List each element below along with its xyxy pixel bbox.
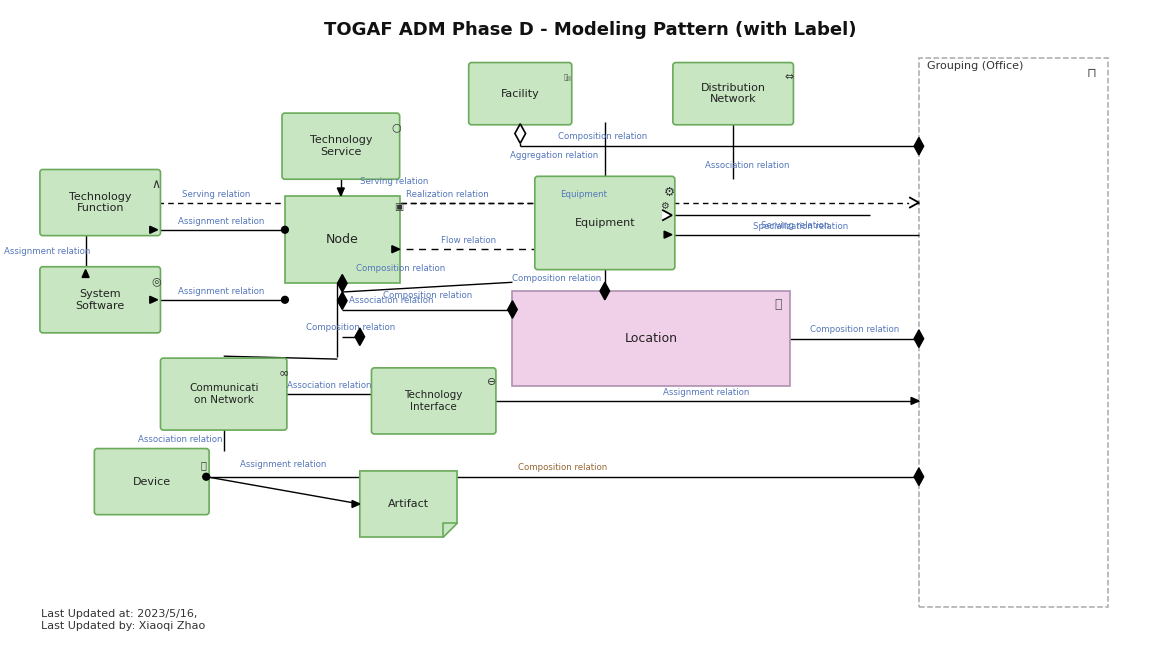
Bar	[285, 196, 400, 283]
Text: Assignment relation: Assignment relation	[240, 460, 326, 468]
Polygon shape	[914, 138, 924, 155]
Text: 📍: 📍	[774, 298, 782, 311]
Polygon shape	[662, 210, 672, 221]
Text: Assignment relation: Assignment relation	[663, 388, 750, 397]
Text: Artifact: Artifact	[388, 499, 429, 509]
Polygon shape	[508, 301, 517, 318]
Text: Association relation: Association relation	[349, 296, 433, 305]
Text: Specialization relation: Specialization relation	[753, 222, 848, 231]
Text: System
Software: System Software	[75, 289, 125, 310]
Polygon shape	[599, 282, 610, 300]
Polygon shape	[150, 296, 157, 303]
FancyBboxPatch shape	[282, 113, 400, 179]
Text: Composition relation: Composition relation	[512, 274, 601, 284]
Text: Facility: Facility	[501, 88, 539, 99]
Polygon shape	[664, 231, 672, 238]
Text: Composition relation: Composition relation	[356, 264, 446, 273]
Text: ∞: ∞	[278, 366, 289, 379]
Circle shape	[282, 227, 289, 233]
Text: Location: Location	[625, 332, 678, 345]
Text: Composition relation: Composition relation	[517, 464, 608, 472]
Polygon shape	[360, 471, 457, 537]
Text: Aggregation relation: Aggregation relation	[511, 151, 598, 160]
Text: Serving relation: Serving relation	[360, 177, 429, 185]
Polygon shape	[337, 274, 348, 292]
Text: Distribution
Network: Distribution Network	[701, 83, 766, 104]
Text: ⚙: ⚙	[664, 186, 676, 199]
Text: ⇔: ⇔	[784, 72, 795, 82]
Text: ⊖: ⊖	[487, 377, 497, 388]
Text: Serving relation: Serving relation	[181, 191, 251, 199]
Text: Equipment: Equipment	[574, 218, 635, 228]
Text: ∧: ∧	[151, 178, 161, 191]
FancyBboxPatch shape	[535, 176, 675, 270]
Text: Grouping (Office): Grouping (Office)	[926, 61, 1023, 71]
Polygon shape	[337, 188, 344, 196]
FancyBboxPatch shape	[161, 358, 286, 430]
Text: ⚙: ⚙	[661, 202, 669, 212]
Text: Composition relation: Composition relation	[306, 324, 396, 333]
Text: Technology
Function: Technology Function	[69, 192, 132, 214]
Text: ▣: ▣	[394, 202, 403, 212]
Text: Association relation: Association relation	[286, 381, 372, 390]
Text: Realization relation: Realization relation	[405, 191, 489, 199]
Text: Assignment relation: Assignment relation	[178, 217, 264, 225]
Text: Equipment: Equipment	[560, 191, 606, 199]
Text: Technology
Interface: Technology Interface	[404, 390, 463, 412]
FancyBboxPatch shape	[95, 449, 209, 515]
Polygon shape	[909, 197, 919, 208]
Text: ⬛: ⬛	[564, 74, 568, 81]
Circle shape	[203, 474, 209, 480]
Circle shape	[282, 296, 289, 303]
Text: Association relation: Association relation	[137, 435, 222, 444]
FancyBboxPatch shape	[372, 368, 495, 434]
Polygon shape	[150, 226, 157, 233]
Text: TOGAF ADM Phase D - Modeling Pattern (with Label): TOGAF ADM Phase D - Modeling Pattern (wi…	[325, 22, 857, 39]
FancyBboxPatch shape	[40, 170, 161, 236]
Text: Composition relation: Composition relation	[382, 291, 472, 301]
Polygon shape	[337, 292, 348, 310]
Polygon shape	[82, 270, 89, 278]
Polygon shape	[392, 246, 400, 253]
Text: 🖥: 🖥	[200, 460, 207, 470]
FancyBboxPatch shape	[673, 62, 793, 124]
Text: Communicati
on Network: Communicati on Network	[189, 383, 259, 405]
Text: Assignment relation: Assignment relation	[3, 247, 90, 255]
Text: Association relation: Association relation	[706, 161, 790, 170]
Text: ○: ○	[390, 122, 401, 133]
Text: Serving relation: Serving relation	[761, 221, 829, 231]
Polygon shape	[914, 468, 924, 485]
Text: Technology
Service: Technology Service	[310, 136, 372, 157]
Text: Flow relation: Flow relation	[441, 236, 497, 245]
Text: lll: lll	[565, 76, 571, 82]
Text: ◎: ◎	[151, 276, 162, 286]
Polygon shape	[515, 124, 526, 143]
Polygon shape	[355, 328, 365, 345]
FancyBboxPatch shape	[40, 267, 161, 333]
Text: Assignment relation: Assignment relation	[178, 286, 264, 295]
Polygon shape	[914, 330, 924, 347]
Text: Device: Device	[133, 477, 171, 487]
Bar	[513, 291, 790, 386]
Text: Composition relation: Composition relation	[558, 132, 648, 141]
Text: Node: Node	[326, 233, 359, 246]
FancyBboxPatch shape	[469, 62, 572, 124]
Bar	[919, 58, 1109, 607]
Text: Last Updated at: 2023/5/16,
Last Updated by: Xiaoqi Zhao: Last Updated at: 2023/5/16, Last Updated…	[40, 609, 206, 631]
Polygon shape	[911, 398, 919, 404]
Polygon shape	[352, 500, 360, 508]
Text: Composition relation: Composition relation	[810, 326, 899, 335]
Text: ⊓: ⊓	[1087, 67, 1097, 80]
